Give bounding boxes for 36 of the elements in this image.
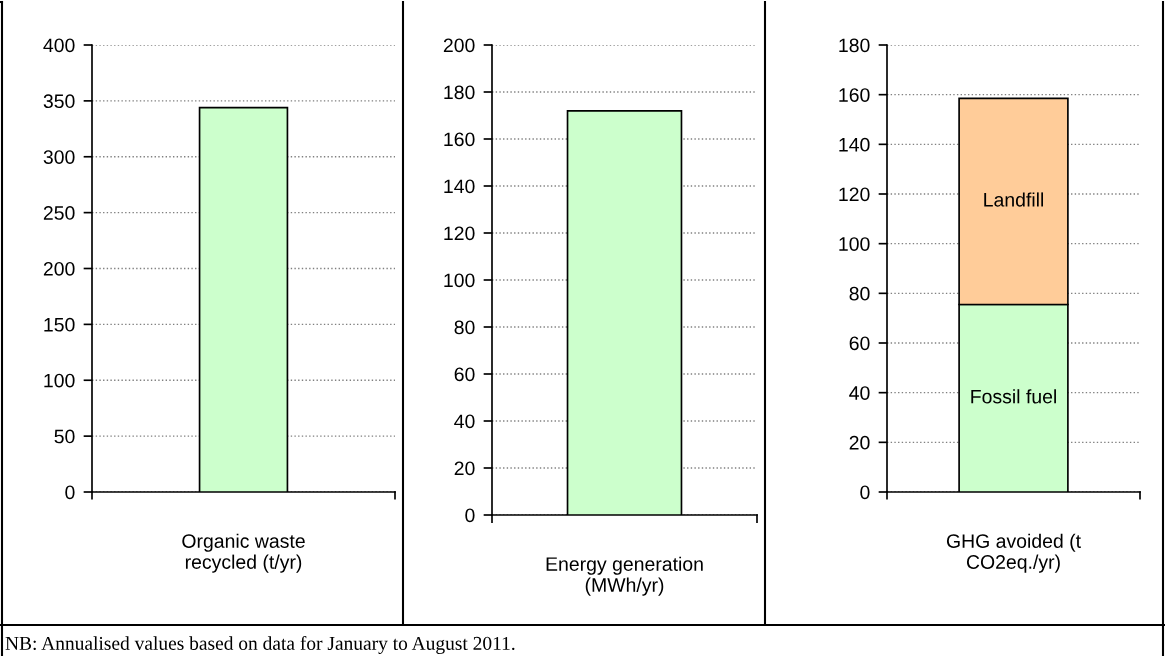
y-tick-label: 400 [43, 38, 75, 53]
y-tick-label: 60 [454, 367, 475, 382]
y-tick-label: 160 [839, 88, 870, 102]
y-tick-label: 350 [43, 94, 75, 109]
y-tick-label: 60 [849, 336, 870, 351]
y-tick-label: 120 [839, 187, 870, 202]
y-tick-label: 200 [43, 261, 75, 276]
x-tick-label: Organic waste recycled (t/yr) [182, 533, 305, 573]
y-tick-label: 100 [444, 273, 475, 288]
y-tick-label: 140 [839, 137, 870, 152]
series-label: Fossil fuel [971, 389, 1056, 404]
y-tick-label: 0 [65, 485, 75, 500]
y-tick-label: 0 [860, 485, 870, 500]
y-tick-label: 120 [444, 226, 475, 241]
y-tick-label: 40 [849, 386, 870, 400]
x-tick-label: Energy generation (MWh/yr) [546, 556, 703, 596]
y-tick-label: 180 [839, 38, 870, 53]
y-tick-label: 180 [444, 85, 475, 100]
y-tick-label: 200 [443, 38, 475, 53]
y-tick-label: 140 [444, 179, 475, 194]
y-tick-label: 50 [54, 429, 75, 444]
y-tick-label: 80 [849, 286, 870, 301]
x-tick-label: GHG avoided (t CO2eq./yr) [946, 533, 1081, 573]
y-tick-label: 0 [465, 508, 475, 523]
y-tick-label: 20 [454, 461, 475, 476]
y-tick-label: 40 [454, 414, 475, 429]
y-tick-label: 250 [43, 206, 75, 220]
text: NB: Annualised values based on data for January to August 2011. [5, 636, 515, 654]
series-label: Landfill [984, 192, 1044, 207]
y-tick-label: 100 [44, 373, 75, 388]
y-tick-label: 160 [444, 132, 475, 147]
y-tick-label: 100 [839, 237, 870, 251]
y-tick-label: 80 [454, 320, 475, 335]
y-tick-label: 150 [44, 317, 75, 332]
y-tick-label: 20 [849, 435, 870, 450]
y-tick-label: 300 [43, 150, 75, 164]
